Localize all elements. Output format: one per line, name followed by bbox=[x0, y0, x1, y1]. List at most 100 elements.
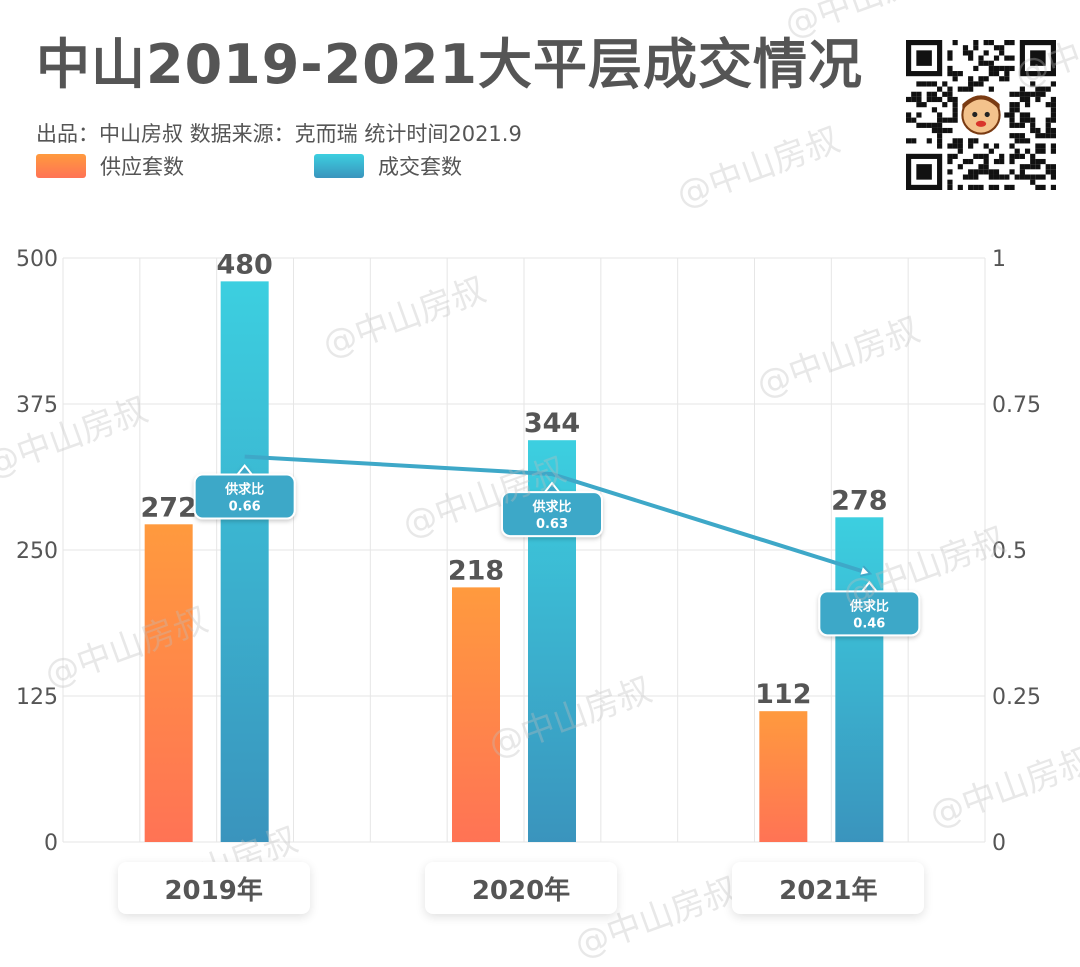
bar-supply-value-label: 272 bbox=[140, 492, 196, 523]
qr-cell bbox=[1009, 102, 1015, 108]
y-right-tick-label: 1 bbox=[992, 247, 1006, 272]
qr-cell bbox=[1035, 164, 1041, 170]
qr-cell bbox=[916, 102, 922, 108]
qr-cell bbox=[1019, 96, 1025, 103]
qr-cell bbox=[1009, 117, 1015, 123]
qr-cell bbox=[962, 45, 969, 51]
qr-cell bbox=[911, 96, 917, 103]
qr-cell bbox=[947, 117, 953, 123]
qr-cell bbox=[1019, 164, 1025, 170]
qr-cell bbox=[968, 169, 974, 175]
qr-cell bbox=[973, 40, 979, 46]
qr-cell bbox=[921, 81, 927, 87]
bar-deal-value-label: 344 bbox=[524, 408, 580, 439]
y-left-tick-label: 500 bbox=[16, 247, 58, 272]
qr-cell bbox=[921, 102, 927, 108]
qr-cell bbox=[1019, 138, 1025, 144]
qr-cell bbox=[952, 153, 958, 159]
qr-cell bbox=[999, 50, 1005, 56]
qr-cell bbox=[937, 143, 943, 149]
bar-supply bbox=[452, 587, 500, 842]
qr-cell bbox=[942, 91, 948, 97]
qr-cell bbox=[947, 153, 953, 159]
qr-cell bbox=[962, 86, 969, 92]
y-left-tick-label: 375 bbox=[16, 393, 58, 418]
ratio-callout-title: 供求比 bbox=[849, 598, 889, 614]
qr-cell bbox=[1004, 184, 1010, 190]
qr-cell bbox=[957, 143, 963, 149]
qr-cell bbox=[957, 71, 963, 77]
qr-cell bbox=[937, 96, 943, 103]
chart-subtitle: 出品：中山房叔 数据来源：克而瑞 统计时间2021.9 bbox=[36, 122, 522, 146]
qr-cell bbox=[1019, 117, 1025, 123]
qr-cell bbox=[983, 169, 989, 175]
ratio-callout-title: 供求比 bbox=[224, 482, 264, 498]
qr-cell bbox=[952, 107, 958, 113]
qr-cell bbox=[947, 96, 953, 103]
qr-cell bbox=[1030, 117, 1036, 123]
y-right-tick-label: 0.25 bbox=[992, 685, 1041, 710]
qr-cell bbox=[1024, 112, 1031, 118]
qr-cell bbox=[968, 50, 974, 56]
qr-cell bbox=[916, 122, 922, 128]
qr-cell bbox=[993, 55, 1000, 61]
qr-cell bbox=[1040, 174, 1046, 180]
y-right-tick-label: 0.5 bbox=[992, 539, 1027, 564]
qr-cell bbox=[952, 96, 958, 103]
qr-cell bbox=[988, 65, 994, 72]
ratio-callout-box bbox=[818, 590, 921, 637]
ratio-callout-title: 供求比 bbox=[531, 499, 571, 515]
qr-cell bbox=[1004, 40, 1010, 46]
qr-cell bbox=[1035, 148, 1041, 154]
qr-cell bbox=[952, 76, 958, 82]
qr-cell bbox=[937, 86, 943, 92]
qr-cell bbox=[973, 138, 979, 144]
qr-cell bbox=[1050, 102, 1056, 108]
qr-cell bbox=[1045, 164, 1051, 170]
qr-cell bbox=[1014, 133, 1020, 139]
qr-cell bbox=[993, 184, 1000, 190]
qr-cell bbox=[952, 40, 958, 46]
qr-cell bbox=[1050, 107, 1056, 113]
qr-cell bbox=[983, 164, 989, 170]
qr-cell bbox=[968, 138, 974, 144]
qr-cell bbox=[926, 122, 932, 128]
qr-cell bbox=[1035, 158, 1041, 165]
qr-cell bbox=[1009, 133, 1015, 139]
qr-cell bbox=[1040, 91, 1046, 97]
qr-cell bbox=[957, 164, 963, 170]
qr-cell bbox=[952, 102, 958, 108]
qr-cell bbox=[1009, 122, 1015, 128]
qr-cell bbox=[957, 138, 963, 144]
qr-cell bbox=[978, 153, 984, 159]
qr-cell bbox=[916, 112, 922, 118]
qr-cell bbox=[1004, 71, 1010, 77]
qr-cell bbox=[906, 138, 912, 144]
qr-cell bbox=[968, 174, 974, 180]
qr-cell bbox=[983, 60, 989, 66]
qr-cell bbox=[1014, 122, 1020, 128]
qr-cell bbox=[911, 117, 917, 123]
qr-cell bbox=[947, 65, 953, 72]
qr-cell bbox=[983, 76, 989, 82]
qr-cell bbox=[1009, 112, 1015, 118]
qr-cell bbox=[968, 76, 974, 82]
legend-supply-label: 供应套数 bbox=[100, 155, 184, 179]
qr-cell bbox=[1004, 65, 1010, 72]
qr-cell bbox=[1050, 133, 1056, 139]
qr-cell bbox=[947, 127, 953, 134]
qr-cell bbox=[947, 143, 953, 149]
bar-supply bbox=[759, 711, 808, 842]
qr-cell bbox=[1024, 117, 1031, 123]
qr-cell bbox=[1014, 107, 1020, 113]
qr-cell bbox=[947, 158, 953, 165]
qr-cell bbox=[1019, 153, 1025, 159]
qr-code-icon bbox=[906, 40, 1056, 190]
qr-cell bbox=[1024, 138, 1031, 144]
qr-cell bbox=[1019, 122, 1025, 128]
qr-cell bbox=[973, 81, 979, 87]
qr-cell bbox=[993, 71, 1000, 77]
qr-cell bbox=[1035, 91, 1041, 97]
qr-cell bbox=[957, 148, 963, 154]
qr-cell bbox=[1014, 91, 1020, 97]
